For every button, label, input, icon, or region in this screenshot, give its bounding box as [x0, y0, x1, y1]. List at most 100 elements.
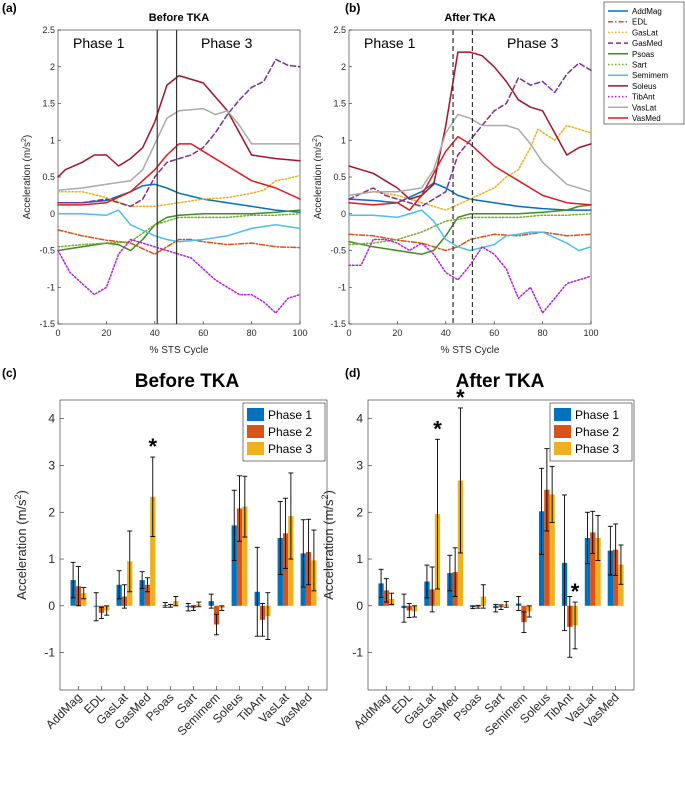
significance-star-gasmed: * — [148, 434, 157, 459]
panel-d-legend: Phase 1 Phase 2 Phase 3 — [549, 402, 633, 462]
series-line-tibant — [57, 238, 301, 314]
series-line-soleus — [57, 74, 301, 178]
x-tick-label: 40 — [150, 328, 160, 338]
legend-label-soleus: Soleus — [632, 82, 656, 91]
significance-star-gasmed: * — [456, 385, 465, 410]
y-tick-label: 1 — [48, 552, 55, 566]
x-tick-label: 0 — [346, 328, 351, 338]
series-line-vasmed — [57, 143, 301, 206]
bar-addmag-phase3 — [81, 593, 87, 606]
series-line-addmag — [57, 183, 301, 214]
bar-soleus-phase1 — [231, 525, 237, 606]
category-label-addmag: AddMag — [43, 690, 85, 732]
legend-swatch-phase2 — [247, 425, 264, 438]
legend-label-vaslat: VasLat — [632, 103, 657, 112]
y-tick-label: -0.5 — [39, 246, 55, 256]
bar-vaslat-phase2 — [282, 533, 289, 606]
x-tick-label: 0 — [55, 328, 60, 338]
y-tick-label: 1.5 — [333, 99, 346, 109]
bar-vaslat-phase1 — [584, 538, 591, 606]
panel-c-title: Before TKA — [135, 371, 240, 392]
panel-a-y-ticks: -1.5 -1 -0.5 0 0.5 1 1.5 2 2.5 — [39, 25, 61, 329]
series-line-gasmed — [348, 62, 592, 208]
x-tick-label: 100 — [292, 328, 307, 338]
legend-swatch-phase3 — [554, 442, 571, 455]
bar-soleus-phase2 — [544, 489, 550, 606]
category-label-addmag: AddMag — [351, 690, 393, 732]
series-line-psoas — [348, 204, 592, 255]
panel-d-y-label: Acceleration (m/s2) — [320, 490, 336, 600]
panel-b-series — [348, 51, 592, 314]
y-tick-label: 1 — [50, 135, 55, 145]
series-line-gasmed — [57, 58, 301, 208]
series-line-vaslat — [348, 113, 592, 197]
panel-c-significance: * — [148, 434, 157, 459]
series-line-gaslat — [348, 124, 592, 211]
x-tick-label: 60 — [198, 328, 208, 338]
panel-b-title: After TKA — [444, 12, 495, 24]
panel-c-label: (c) — [2, 366, 17, 380]
bar-vasmed-phase3 — [618, 564, 624, 606]
y-tick-label: 0 — [48, 599, 55, 613]
y-tick-label: 2 — [48, 505, 55, 519]
x-tick-label: 100 — [583, 328, 598, 338]
legend-label-semimem: Semimem — [632, 71, 668, 80]
legend-label-addmag: AddMag — [632, 7, 662, 16]
y-tick-label: 3 — [356, 458, 363, 472]
panel-a: (a) Before TKA -1.5 -1 -0.5 0 0.5 1 1.5 2 2.5 0 2… — [2, 1, 308, 356]
y-tick-label: 1 — [356, 552, 363, 566]
series-line-sart — [57, 213, 301, 248]
panel-b-y-ticks: -1.5 -1 -0.5 0 0.5 1 1.5 2 2.5 — [330, 25, 352, 329]
panel-d-label: (d) — [345, 366, 360, 380]
panel-c: (c) Before TKA -1 0 1 2 3 4 AddMagEDLGasLatGa… — [2, 366, 328, 738]
y-tick-label: 0.5 — [333, 172, 346, 182]
series-line-vasmed — [348, 135, 592, 211]
legend-label-phase3: Phase 3 — [575, 442, 619, 456]
y-tick-label: 4 — [356, 412, 363, 426]
bar-vaslat-phase3 — [595, 538, 601, 606]
x-tick-label: 40 — [441, 328, 451, 338]
series-line-soleus — [348, 51, 592, 200]
panel-a-phase3-label: Phase 3 — [201, 35, 253, 51]
line-legend-box — [603, 1, 685, 125]
x-tick-label: 20 — [101, 328, 111, 338]
legend-label-tibant: TibAnt — [632, 93, 656, 102]
x-tick-label: 20 — [392, 328, 402, 338]
panel-a-x-label: % STS Cycle — [150, 345, 209, 356]
y-tick-label: 2 — [50, 62, 55, 72]
significance-star-tibant: * — [571, 579, 580, 604]
y-tick-label: 1 — [341, 135, 346, 145]
bar-vasmed-phase1 — [607, 550, 613, 606]
legend-label-sart: Sart — [632, 61, 647, 70]
panel-a-axes — [57, 29, 301, 325]
panel-d-bars — [378, 407, 624, 658]
panel-a-x-ticks: 0 20 40 60 80 100 — [55, 321, 308, 338]
y-tick-label: -1 — [338, 282, 346, 292]
x-tick-label: 80 — [247, 328, 257, 338]
y-tick-label: 0 — [356, 599, 363, 613]
legend-swatch-phase1 — [247, 408, 264, 421]
panel-b-phase1-label: Phase 1 — [364, 35, 416, 51]
y-tick-label: 2 — [341, 62, 346, 72]
y-tick-label: -1.5 — [330, 319, 346, 329]
panel-c-category-labels: AddMagEDLGasLatGasMedPsoasSartSemimemSol… — [43, 686, 315, 738]
panel-d-title: After TKA — [456, 371, 545, 392]
panel-b-label: (b) — [345, 1, 360, 15]
panel-b-phase3-label: Phase 3 — [507, 35, 559, 51]
panel-a-title: Before TKA — [149, 12, 210, 24]
legend-label-phase1: Phase 1 — [575, 408, 619, 422]
panel-b-y-label: Acceleration (m/s2) — [312, 135, 324, 220]
panel-d: (d) After TKA -1 0 1 2 3 4 AddMagEDLGasLatGas… — [320, 366, 635, 738]
bar-gasmed-phase2 — [144, 584, 151, 606]
panel-b-x-label: % STS Cycle — [441, 345, 500, 356]
legend-label-edl: EDL — [632, 18, 648, 27]
y-tick-label: -0.5 — [330, 246, 346, 256]
y-tick-label: 4 — [48, 412, 55, 426]
panel-a-y-label: Acceleration (m/s2) — [21, 135, 33, 220]
bar-soleus-phase1 — [539, 511, 545, 606]
panel-d-category-labels: AddMagEDLGasLatGasMedPsoasSartSemimemSol… — [351, 686, 622, 738]
y-tick-label: 0.5 — [42, 172, 55, 182]
panel-a-series — [57, 58, 301, 314]
